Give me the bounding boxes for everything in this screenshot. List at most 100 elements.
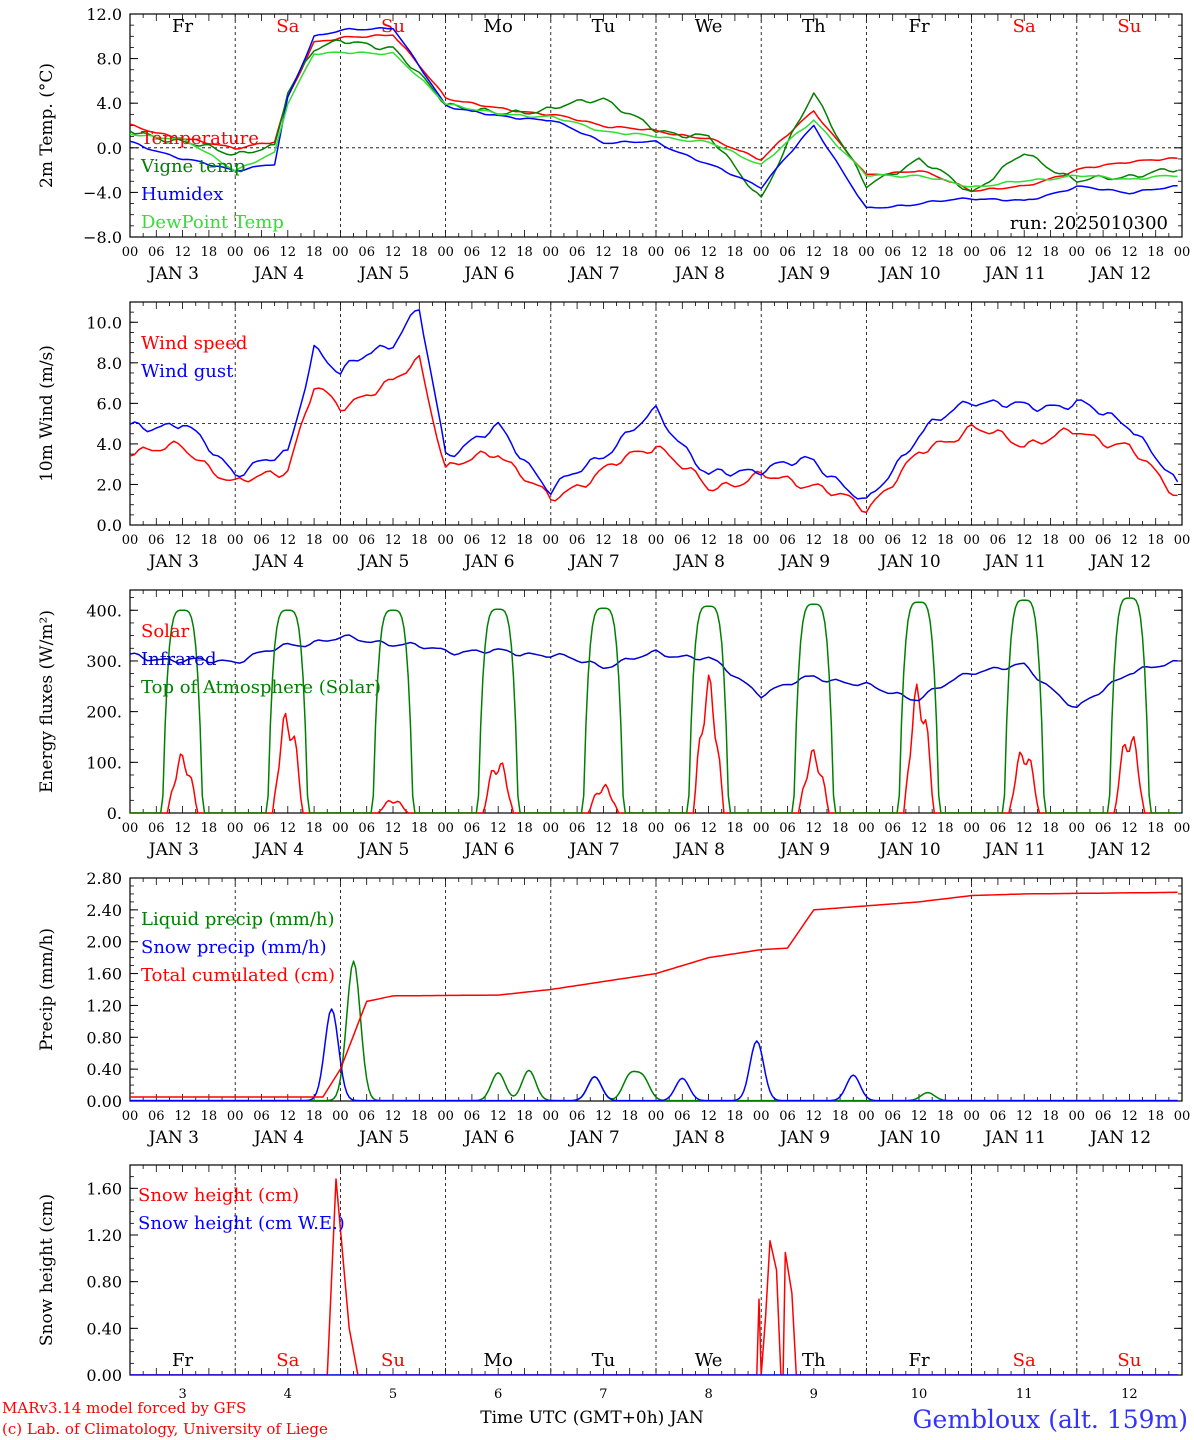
hour-label: 06 — [464, 533, 481, 548]
hour-label: 18 — [1042, 245, 1059, 260]
y-axis-label: 10m Wind (m/s) — [37, 345, 57, 482]
legend-entry: Snow height (cm W.E.) — [138, 1213, 345, 1234]
hour-label: 06 — [990, 533, 1007, 548]
hour-label: 00 — [753, 533, 770, 548]
hour-label: 18 — [727, 1109, 744, 1124]
hour-label: 12 — [911, 533, 928, 548]
hour-label: 12 — [911, 245, 928, 260]
hour-label: 18 — [306, 821, 323, 836]
hour-label: 06 — [569, 821, 586, 836]
date-label: JAN 7 — [568, 1128, 620, 1148]
day-number: 6 — [494, 1387, 502, 1402]
y-tick-label: 0.0 — [97, 139, 122, 158]
hour-label: 12 — [174, 1109, 191, 1124]
day-name: Sa — [276, 16, 299, 37]
date-label: JAN 3 — [147, 840, 199, 860]
hour-label: 12 — [1121, 533, 1138, 548]
hour-label: 12 — [1016, 245, 1033, 260]
hour-label: 00 — [543, 1109, 560, 1124]
day-name: We — [695, 16, 723, 37]
hour-label: 12 — [490, 245, 507, 260]
hour-label: 00 — [437, 1109, 454, 1124]
run-annotation: run: 2025010300 — [1010, 213, 1168, 234]
y-tick-label: 1.20 — [86, 1226, 122, 1245]
hour-label: 06 — [779, 533, 796, 548]
hour-label: 06 — [569, 245, 586, 260]
panel-2: 10.0 8.0 6.0 4.0 2.0 0.0 10m Wind (m/s) 00 06 12 1… — [37, 301, 1190, 572]
hour-label: 18 — [727, 533, 744, 548]
date-label: JAN 4 — [252, 1128, 304, 1148]
hour-label: 18 — [832, 533, 849, 548]
date-label: JAN 12 — [1088, 264, 1151, 284]
hour-label: 18 — [621, 245, 638, 260]
y-tick-label: 6.0 — [97, 394, 122, 413]
series-line-2 — [130, 1008, 1178, 1101]
hour-label: 00 — [227, 245, 244, 260]
hour-label: 00 — [227, 533, 244, 548]
y-tick-label: 0.00 — [86, 1366, 122, 1385]
legend-entry: DewPoint Temp — [141, 212, 284, 233]
hour-label: 18 — [1147, 533, 1164, 548]
y-tick-label: −8.0 — [83, 228, 122, 247]
date-label: JAN 7 — [568, 264, 620, 284]
hour-label: 12 — [174, 821, 191, 836]
day-number: 10 — [911, 1387, 928, 1402]
hour-label: 00 — [858, 821, 875, 836]
y-tick-label: 400. — [86, 601, 122, 620]
y-axis-label: 2m Temp. (°C) — [37, 63, 57, 188]
hour-label: 18 — [201, 245, 218, 260]
day-name: Fr — [908, 16, 929, 37]
day-number: 4 — [284, 1387, 292, 1402]
hour-label: 06 — [253, 821, 270, 836]
y-tick-label: 0.80 — [86, 1028, 122, 1047]
hour-label: 00 — [332, 1109, 349, 1124]
hour-label: 12 — [595, 1109, 612, 1124]
hour-label: 00 — [332, 533, 349, 548]
hour-label: 00 — [963, 1109, 980, 1124]
date-label: JAN 11 — [983, 264, 1046, 284]
legend-entry: Solar — [141, 621, 190, 642]
date-label: JAN 8 — [673, 840, 725, 860]
hour-label: 00 — [543, 245, 560, 260]
hour-label: 18 — [832, 245, 849, 260]
hour-label: 18 — [621, 821, 638, 836]
hour-label: 18 — [1042, 533, 1059, 548]
y-tick-label: 100. — [86, 753, 122, 772]
hour-label: 00 — [1069, 245, 1086, 260]
date-label: JAN 9 — [778, 1128, 830, 1148]
hour-label: 12 — [700, 1109, 717, 1124]
date-label: JAN 10 — [878, 552, 941, 572]
date-label: JAN 5 — [357, 1128, 409, 1148]
y-tick-label: −4.0 — [83, 183, 122, 202]
hour-label: 06 — [990, 1109, 1007, 1124]
y-tick-label: 4.0 — [97, 435, 122, 454]
day-number: 3 — [178, 1387, 186, 1402]
meteogram-panels: 12.0 8.0 4.0 0.0 −4.0 −8.0 2m Temp. (°C) 00 06 12… — [37, 5, 1190, 1428]
y-tick-label: 2.80 — [86, 869, 122, 888]
hour-label: 00 — [437, 245, 454, 260]
date-label: JAN 12 — [1088, 840, 1151, 860]
hour-label: 18 — [937, 245, 954, 260]
y-tick-label: 200. — [86, 703, 122, 722]
legend-entry: Snow precip (mm/h) — [141, 937, 327, 958]
hour-label: 12 — [1121, 821, 1138, 836]
y-tick-label: 2.0 — [97, 475, 122, 494]
series-line-4 — [130, 51, 1178, 188]
hour-label: 18 — [411, 245, 428, 260]
date-label: JAN 3 — [147, 264, 199, 284]
hour-label: 00 — [858, 533, 875, 548]
hour-label: 12 — [174, 533, 191, 548]
date-label: JAN 6 — [462, 264, 514, 284]
hour-label: 06 — [464, 821, 481, 836]
series-line-1 — [130, 354, 1178, 514]
hour-label: 18 — [727, 821, 744, 836]
panel-1: 12.0 8.0 4.0 0.0 −4.0 −8.0 2m Temp. (°C) 00 06 12… — [37, 5, 1190, 284]
hour-label: 00 — [332, 245, 349, 260]
hour-label: 18 — [1147, 1109, 1164, 1124]
hour-label: 00 — [332, 821, 349, 836]
hour-label: 12 — [806, 1109, 823, 1124]
legend-entry: Top of Atmosphere (Solar) — [141, 677, 381, 698]
series-group — [130, 26, 1178, 209]
hour-label: 12 — [490, 533, 507, 548]
day-name: Su — [1117, 1350, 1141, 1371]
